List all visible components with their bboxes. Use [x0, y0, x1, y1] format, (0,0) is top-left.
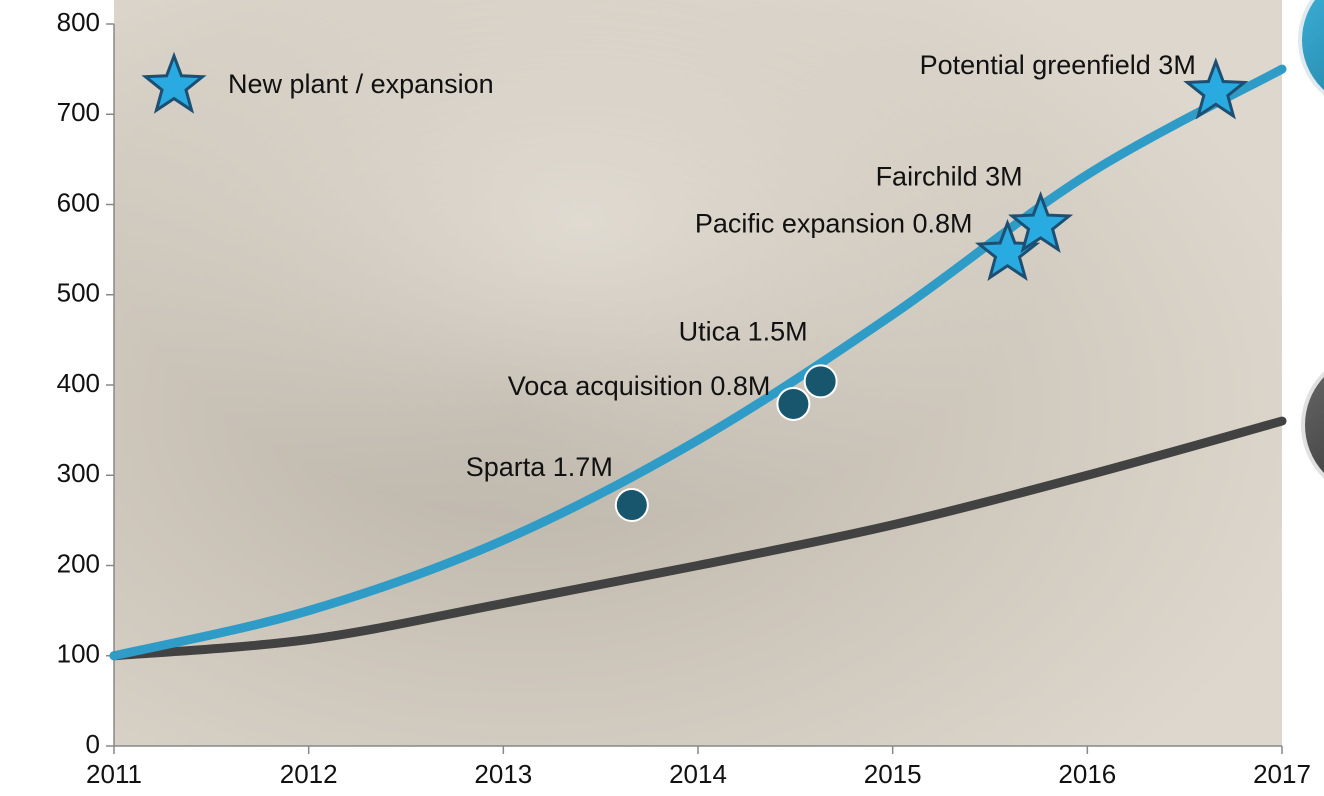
decor-circle: [1301, 371, 1324, 479]
plot: 0 100 200 300 400 500 600 700 800 2011 2012 2013 201…: [57, 7, 1311, 789]
marker-label: Fairchild 3M: [876, 161, 1023, 191]
circle-marker: [614, 488, 649, 523]
y-tick-label: 700: [57, 97, 100, 127]
marker-label: Voca acquisition 0.8M: [508, 371, 771, 401]
y-tick-label: 0: [86, 729, 100, 759]
x-tick-label: 2015: [864, 759, 922, 789]
circle-marker: [776, 386, 811, 421]
x-tick-label: 2017: [1253, 759, 1311, 789]
series-line: [109, 416, 1287, 661]
circle-marker: [803, 364, 838, 399]
marker-label: Sparta 1.7M: [466, 452, 613, 482]
y-tick-label: 200: [57, 548, 100, 578]
series-line: [109, 64, 1287, 661]
y-tick-label: 600: [57, 187, 100, 217]
x-tick-label: 2013: [474, 759, 532, 789]
y-tick-label: 500: [57, 278, 100, 308]
star-marker: [141, 51, 207, 114]
x-tick-label: 2016: [1058, 759, 1116, 789]
y-tick-label: 300: [57, 458, 100, 488]
legend-label: New plant / expansion: [228, 69, 494, 99]
y-tick-label: 400: [57, 368, 100, 398]
star-marker: [1183, 57, 1249, 120]
x-tick-label: 2012: [280, 759, 338, 789]
marker-label: Potential greenfield 3M: [920, 50, 1196, 80]
x-tick-label: 2014: [669, 759, 727, 789]
star-marker: [1008, 191, 1074, 253]
y-tick-label: 800: [57, 7, 100, 37]
marker-label: Utica 1.5M: [679, 317, 808, 347]
x-tick-label: 2011: [86, 759, 142, 789]
y-tick-label: 100: [57, 639, 100, 669]
decor-circle: [1298, 0, 1324, 96]
marker-label: Pacific expansion 0.8M: [695, 208, 973, 238]
plot-highlight: [114, 0, 1282, 746]
